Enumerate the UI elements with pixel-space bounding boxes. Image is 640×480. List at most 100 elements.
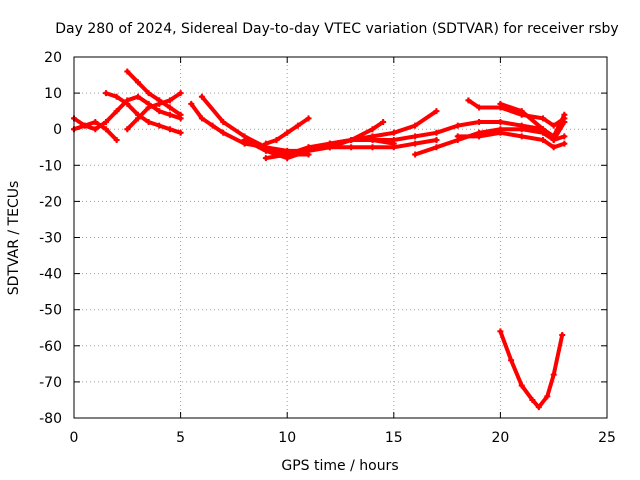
x-tick-label: 0 (70, 430, 79, 446)
data-point (369, 126, 376, 133)
y-tick-label: -20 (39, 194, 62, 210)
data-point (390, 137, 397, 144)
data-point (166, 97, 173, 104)
data-point (497, 328, 504, 335)
data-point (305, 115, 312, 122)
series-arc-17 (498, 329, 565, 410)
data-point (145, 118, 152, 125)
data-point (102, 90, 109, 97)
data-point (529, 396, 536, 403)
data-point (369, 144, 376, 151)
data-point (102, 118, 109, 125)
data-point (284, 129, 291, 136)
data-point (390, 144, 397, 151)
data-point (433, 144, 440, 151)
data-point (454, 133, 461, 140)
data-point (550, 122, 557, 129)
x-tick-label: 15 (385, 430, 403, 446)
data-point (177, 90, 184, 97)
plot-frame (73, 56, 608, 419)
grid (73, 56, 608, 419)
data-point (220, 129, 227, 136)
data-point (177, 111, 184, 118)
data-point (518, 108, 525, 115)
data-point (92, 126, 99, 133)
series-arc-11 (285, 109, 439, 157)
data-point (412, 122, 419, 129)
data-point (454, 122, 461, 129)
data-point (497, 129, 504, 136)
y-tick-label: -50 (39, 303, 62, 319)
x-tick-label: 5 (176, 430, 185, 446)
y-tick-label: 0 (53, 122, 62, 138)
data-point (412, 133, 419, 140)
data-point (134, 79, 141, 86)
data-point (92, 118, 99, 125)
data-point (124, 100, 131, 107)
y-tick-label: -60 (39, 339, 62, 355)
data-point (134, 93, 141, 100)
y-tick-label: -30 (39, 231, 62, 247)
series-arc-4 (125, 69, 183, 117)
data-point (412, 151, 419, 158)
x-axis-label: GPS time / hours (281, 458, 398, 474)
data-point (262, 155, 269, 162)
data-point (561, 118, 568, 125)
data-point (433, 137, 440, 144)
data-point (145, 90, 152, 97)
data-point (369, 137, 376, 144)
data-point (380, 118, 387, 125)
data-point (198, 115, 205, 122)
data-point (220, 118, 227, 125)
y-tick-label: -80 (39, 411, 62, 427)
y-tick-label: -40 (39, 267, 62, 283)
data-point (497, 100, 504, 107)
data-point (124, 68, 131, 75)
data-point (518, 126, 525, 133)
data-point (241, 137, 248, 144)
data-point (550, 371, 557, 378)
data-point (326, 140, 333, 147)
data-point (166, 111, 173, 118)
y-axis-label: SDTVAR / TECUs (6, 181, 22, 296)
data-point (113, 137, 120, 144)
data-point (294, 122, 301, 129)
data-point (166, 126, 173, 133)
data-point (540, 115, 547, 122)
data-point (465, 97, 472, 104)
data-point (145, 104, 152, 111)
data-point (134, 115, 141, 122)
data-point (476, 133, 483, 140)
x-tick-label: 10 (278, 430, 296, 446)
data-point (535, 404, 542, 411)
data-point (284, 151, 291, 158)
data-point (540, 126, 547, 133)
data-point (518, 133, 525, 140)
data-point (188, 100, 195, 107)
data-point (166, 104, 173, 111)
data-point (540, 137, 547, 144)
data-point (497, 118, 504, 125)
data-point (262, 147, 269, 154)
tick-labels: 0 5 10 15 20 25 20 10 0 -10 -20 -30 -40 -50 -60 -70 -80 (39, 50, 616, 446)
data-point (559, 331, 566, 338)
y-tick-label: 10 (44, 86, 62, 102)
series-arc-6 (189, 101, 386, 153)
data-point (348, 144, 355, 151)
data-point (156, 108, 163, 115)
y-tick-label: 20 (44, 50, 62, 66)
y-tick-label: -10 (39, 158, 62, 174)
data-point (156, 100, 163, 107)
data-point (273, 137, 280, 144)
data-point (81, 122, 88, 129)
data-point (544, 393, 551, 400)
data-point (348, 137, 355, 144)
data-point (561, 140, 568, 147)
x-tick-label: 20 (491, 430, 509, 446)
data-point (412, 140, 419, 147)
data-point (262, 140, 269, 147)
data-point (561, 133, 568, 140)
data-point (102, 126, 109, 133)
x-tick-label: 25 (598, 430, 616, 446)
